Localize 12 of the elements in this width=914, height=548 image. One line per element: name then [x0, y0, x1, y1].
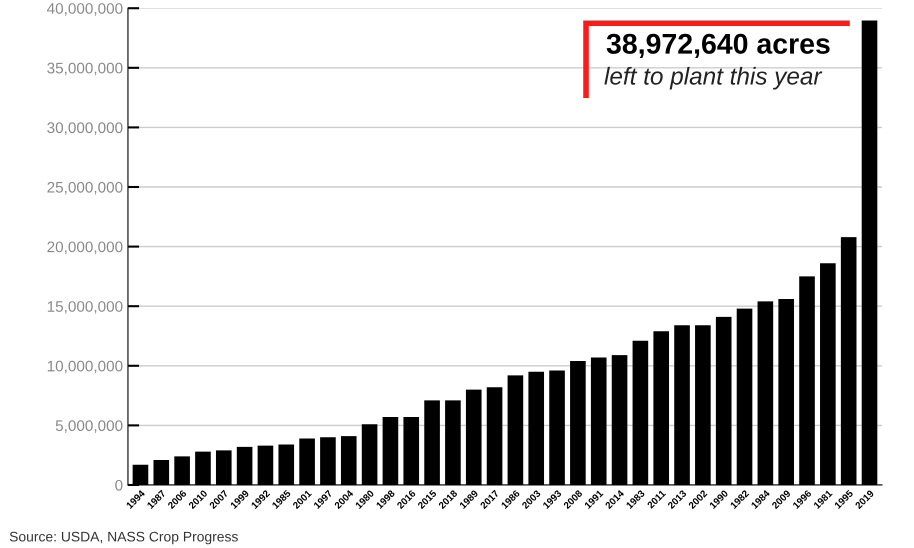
y-tick-label: 25,000,000 — [47, 182, 123, 194]
y-tick-label: 20,000,000 — [47, 241, 123, 254]
y-tick-label: 35,000,000 — [47, 62, 123, 76]
y-tick-label: 30,000,000 — [47, 122, 123, 135]
annotation: 38,972,640 acres — [606, 34, 830, 58]
annotation: left to plant this year — [604, 66, 822, 90]
y-tick-label: 10,000,000 — [48, 360, 123, 374]
y-tick-label: 0 — [115, 480, 122, 491]
y-tick-label: 15,000,000 — [48, 301, 123, 314]
source-note: Source: USDA, NASS Crop Progress — [10, 532, 238, 544]
y-tick-label: 5,000,000 — [56, 420, 123, 433]
y-tick-label: 40,000,000 — [46, 3, 123, 16]
